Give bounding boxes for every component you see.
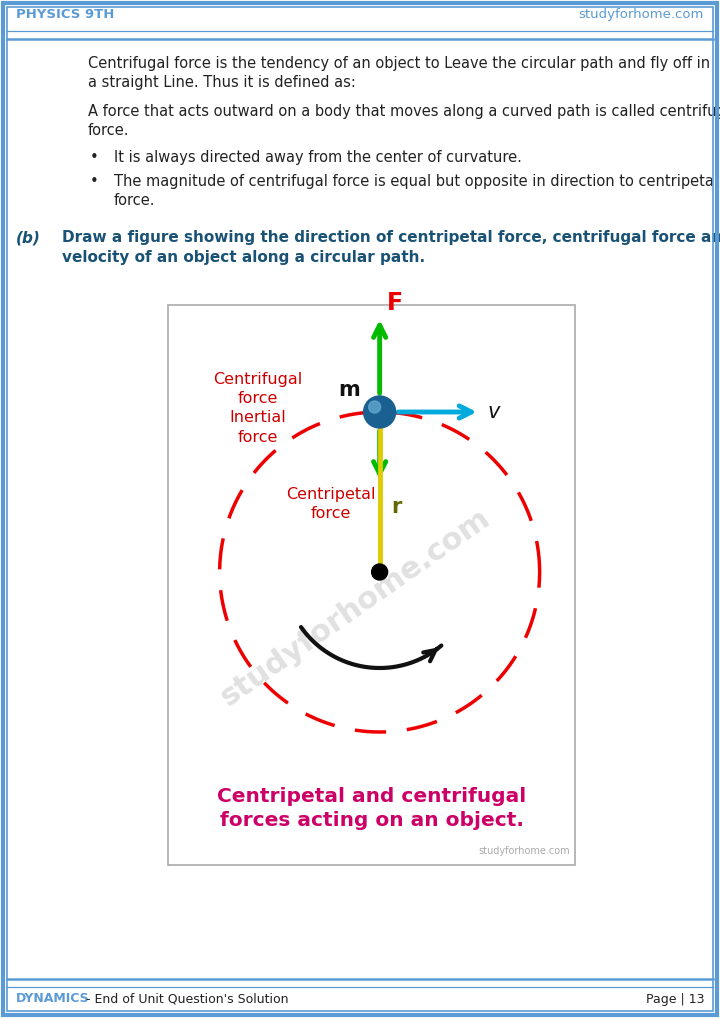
Circle shape: [372, 564, 387, 580]
Circle shape: [364, 396, 396, 428]
Text: DYNAMICS: DYNAMICS: [16, 993, 89, 1006]
Circle shape: [369, 401, 381, 413]
Text: PHYSICS 9TH: PHYSICS 9TH: [16, 7, 114, 20]
Text: Centrifugal force is the tendency of an object to Leave the circular path and fl: Centrifugal force is the tendency of an …: [88, 56, 710, 71]
Text: studyforhome.com: studyforhome.com: [478, 846, 570, 856]
Text: v: v: [487, 402, 500, 422]
Text: Centripetal and centrifugal: Centripetal and centrifugal: [217, 788, 526, 806]
Text: •: •: [90, 150, 99, 165]
Text: Centrifugal
force
Inertial
force: Centrifugal force Inertial force: [213, 372, 302, 445]
Text: studyforhome.com: studyforhome.com: [215, 503, 495, 712]
Bar: [168, 305, 575, 865]
Text: A force that acts outward on a body that moves along a curved path is called cen: A force that acts outward on a body that…: [88, 104, 720, 119]
Text: force.: force.: [88, 123, 130, 138]
Text: Page | 13: Page | 13: [646, 993, 704, 1006]
Text: velocity of an object along a circular path.: velocity of an object along a circular p…: [62, 250, 425, 265]
Text: r: r: [392, 497, 402, 517]
Text: a straight Line. Thus it is defined as:: a straight Line. Thus it is defined as:: [88, 75, 356, 90]
Text: - End of Unit Question's Solution: - End of Unit Question's Solution: [82, 993, 289, 1006]
Text: •: •: [90, 174, 99, 189]
Text: Draw a figure showing the direction of centripetal force, centrifugal force and: Draw a figure showing the direction of c…: [62, 230, 720, 245]
Text: (b): (b): [16, 230, 41, 245]
Text: It is always directed away from the center of curvature.: It is always directed away from the cent…: [114, 150, 522, 165]
Text: Centripetal
force: Centripetal force: [286, 487, 376, 521]
Text: m: m: [338, 380, 360, 400]
Text: F: F: [387, 291, 402, 315]
Text: The magnitude of centrifugal force is equal but opposite in direction to centrip: The magnitude of centrifugal force is eq…: [114, 174, 718, 189]
Text: studyforhome.com: studyforhome.com: [579, 7, 704, 20]
Text: force.: force.: [114, 193, 156, 208]
Text: forces acting on an object.: forces acting on an object.: [220, 811, 523, 831]
